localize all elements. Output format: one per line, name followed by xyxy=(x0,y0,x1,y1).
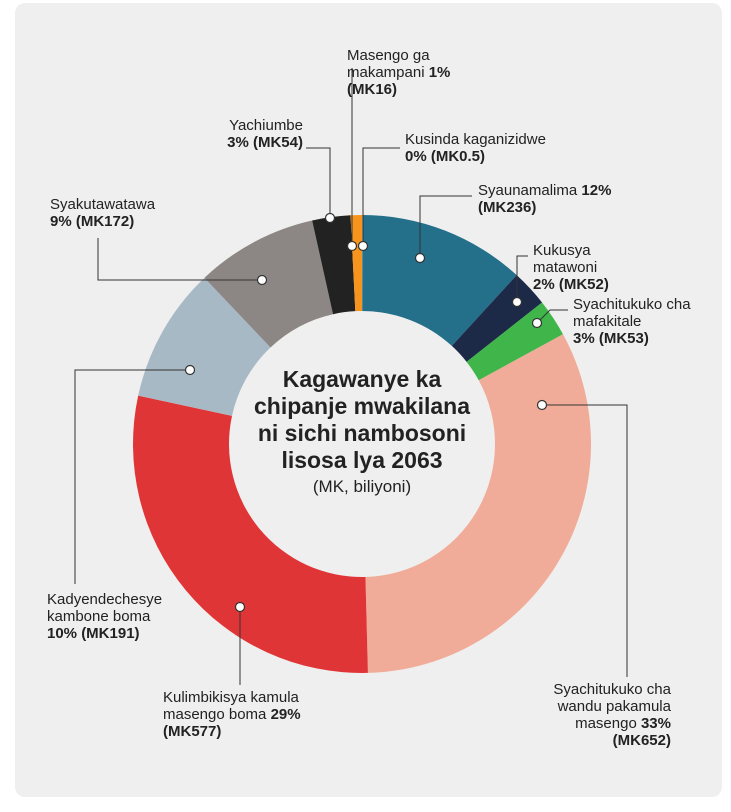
value-label: 3% (MK53) xyxy=(573,330,649,347)
leader-dot xyxy=(511,296,523,308)
category-name: Kukusya matawoni xyxy=(533,242,598,276)
donut-slice xyxy=(365,334,591,673)
category-name: Syachitukuko cha wandu pakamula masengo xyxy=(553,681,671,732)
category-name: Kusinda kaganizidwe xyxy=(405,131,546,148)
value-label: 29% (MK577) xyxy=(163,706,301,740)
leader-dot xyxy=(346,240,358,252)
slice-label: Syakutawatawa 9% (MK172) xyxy=(50,196,190,230)
value-label: 1% (MK16) xyxy=(347,64,451,98)
slice-label: Syachitukuko cha mafakitale 3% (MK53) xyxy=(573,296,713,347)
category-name: Syachitukuko cha mafakitale xyxy=(573,296,691,330)
value-label: 3% (MK54) xyxy=(227,134,303,151)
category-name: Masengo ga makampani xyxy=(347,47,430,81)
leader-line xyxy=(516,255,528,302)
category-name: Yachiumbe xyxy=(229,117,303,134)
slice-label: Masengo ga makampani 1% (MK16) xyxy=(347,47,477,98)
slice-label: Kukusya matawoni 2% (MK52) xyxy=(533,242,623,293)
slice-label: Kusinda kaganizidwe 0% (MK0.5) xyxy=(405,131,565,165)
leader-line xyxy=(419,195,472,258)
category-name: Syakutawatawa xyxy=(50,196,156,213)
leader-dot xyxy=(414,252,426,264)
slice-label: Syaunamalima 12% (MK236) xyxy=(478,182,638,216)
center-text: Kagawanye ka chipanje mwakilana ni sichi… xyxy=(247,366,477,497)
value-label: 9% (MK172) xyxy=(50,213,135,230)
donut-slice xyxy=(312,215,356,315)
leader-dot xyxy=(256,274,268,286)
chart-subtitle: (MK, biliyoni) xyxy=(312,477,412,496)
leader-line xyxy=(542,404,628,677)
slice-label: Kadyendechesye kambone boma 10% (MK191) xyxy=(47,591,187,642)
value-label: 10% (MK191) xyxy=(47,625,140,642)
donut-slice xyxy=(204,220,334,348)
donut-slice xyxy=(362,215,517,346)
value-label: 0% (MK0.5) xyxy=(405,148,486,165)
category-name: Syaunamalima xyxy=(478,182,578,199)
slice-label: Yachiumbe 3% (MK54) xyxy=(180,117,303,151)
leader-dot xyxy=(184,364,196,376)
value-label: 12% (MK236) xyxy=(478,182,612,216)
donut-slice xyxy=(451,275,543,362)
donut-slice xyxy=(350,215,362,312)
leader-dot xyxy=(536,399,548,411)
category-name: Kulimbikisya kamula masengo boma xyxy=(163,689,299,723)
donut-slice xyxy=(138,277,271,416)
chart-title: Kagawanye ka chipanje mwakilana ni sichi… xyxy=(253,366,471,473)
leader-line xyxy=(306,147,331,218)
leader-dot xyxy=(234,601,246,613)
leader-dot xyxy=(324,212,336,224)
leader-line xyxy=(536,309,568,324)
leader-line xyxy=(74,369,190,584)
leader-dot xyxy=(531,317,543,329)
leader-line xyxy=(97,238,262,281)
category-name: Kadyendechesye kambone boma xyxy=(47,591,163,625)
value-label: 33% (MK652) xyxy=(612,715,671,749)
leader-line xyxy=(362,147,400,246)
donut-slice xyxy=(133,395,368,673)
leader-dot xyxy=(357,240,369,252)
slice-label: Syachitukuko cha wandu pakamula masengo … xyxy=(530,681,671,749)
slice-label: Kulimbikisya kamula masengo boma 29% (MK… xyxy=(163,689,323,740)
value-label: 2% (MK52) xyxy=(533,276,609,293)
